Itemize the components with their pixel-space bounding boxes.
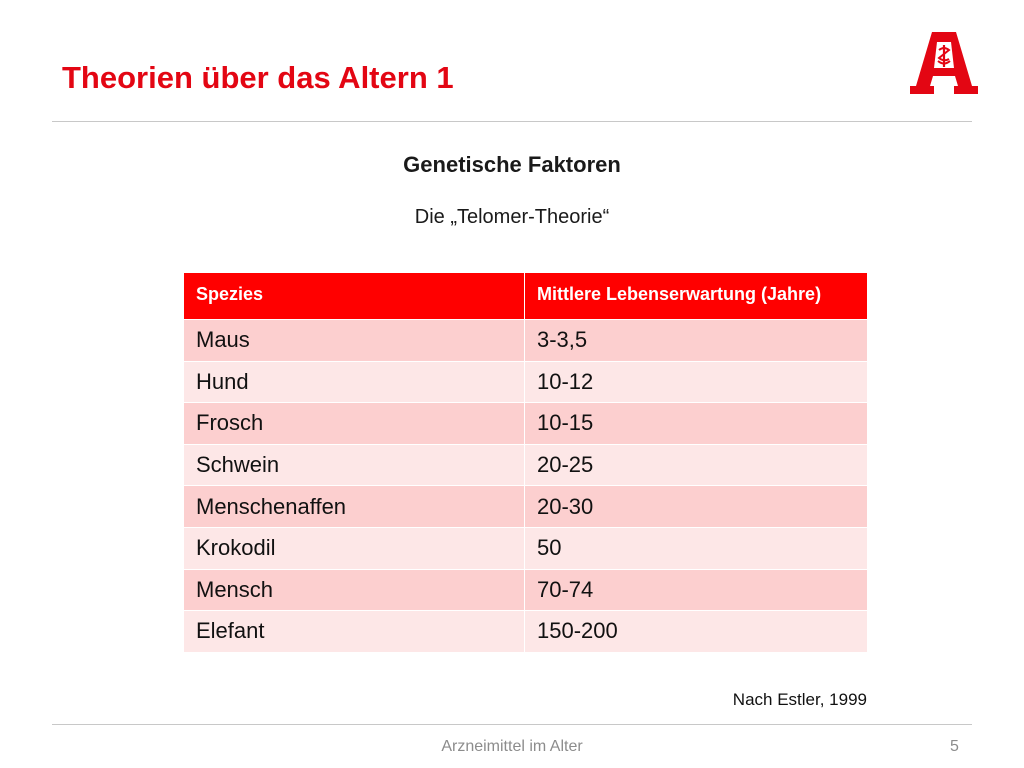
life-expectancy-cell: 70-74 xyxy=(524,568,868,612)
table-row: Frosch 10-15 xyxy=(183,402,868,445)
life-expectancy-cell: 20-30 xyxy=(524,485,868,528)
section-subtitle: Genetische Faktoren xyxy=(403,152,621,177)
life-expectancy-cell: 10-12 xyxy=(524,360,868,404)
footer-divider xyxy=(52,724,972,725)
life-expectancy-cell: 150-200 xyxy=(524,610,868,653)
species-cell: Mensch xyxy=(183,568,525,612)
page-number: 5 xyxy=(950,738,959,755)
life-expectancy-cell: 50 xyxy=(524,526,868,570)
table-row: Hund 10-12 xyxy=(183,360,868,404)
species-cell: Maus xyxy=(183,319,525,362)
species-cell: Hund xyxy=(183,360,525,404)
slide-title: Theorien über das Altern 1 xyxy=(62,60,454,95)
column-header-life-expectancy: Mittlere Lebenserwartung (Jahre) xyxy=(524,272,868,320)
header-divider xyxy=(52,121,972,122)
column-header-species: Spezies xyxy=(183,272,525,320)
source-note: Nach Estler, 1999 xyxy=(732,690,867,709)
table-row: Mensch 70-74 xyxy=(183,568,868,612)
species-cell: Elefant xyxy=(183,610,525,653)
table-row: Schwein 20-25 xyxy=(183,443,868,487)
species-cell: Krokodil xyxy=(183,526,525,570)
table-header-row: Spezies Mittlere Lebenserwartung (Jahre) xyxy=(183,272,868,320)
species-cell: Menschenaffen xyxy=(183,485,525,528)
footer-text: Arzneimittel im Alter xyxy=(441,738,583,755)
table-row: Krokodil 50 xyxy=(183,526,868,570)
species-cell: Frosch xyxy=(183,402,525,445)
life-expectancy-cell: 3-3,5 xyxy=(524,319,868,362)
species-cell: Schwein xyxy=(183,443,525,487)
life-expectancy-cell: 10-15 xyxy=(524,402,868,445)
theory-caption: Die „Telomer-Theorie“ xyxy=(414,206,610,228)
apotheke-a-logo-icon xyxy=(910,32,978,94)
table-row: Elefant 150-200 xyxy=(183,610,868,653)
table-row: Menschenaffen 20-30 xyxy=(183,485,868,528)
life-expectancy-table: Spezies Mittlere Lebenserwartung (Jahre)… xyxy=(183,272,868,653)
life-expectancy-cell: 20-25 xyxy=(524,443,868,487)
table-row: Maus 3-3,5 xyxy=(183,319,868,362)
